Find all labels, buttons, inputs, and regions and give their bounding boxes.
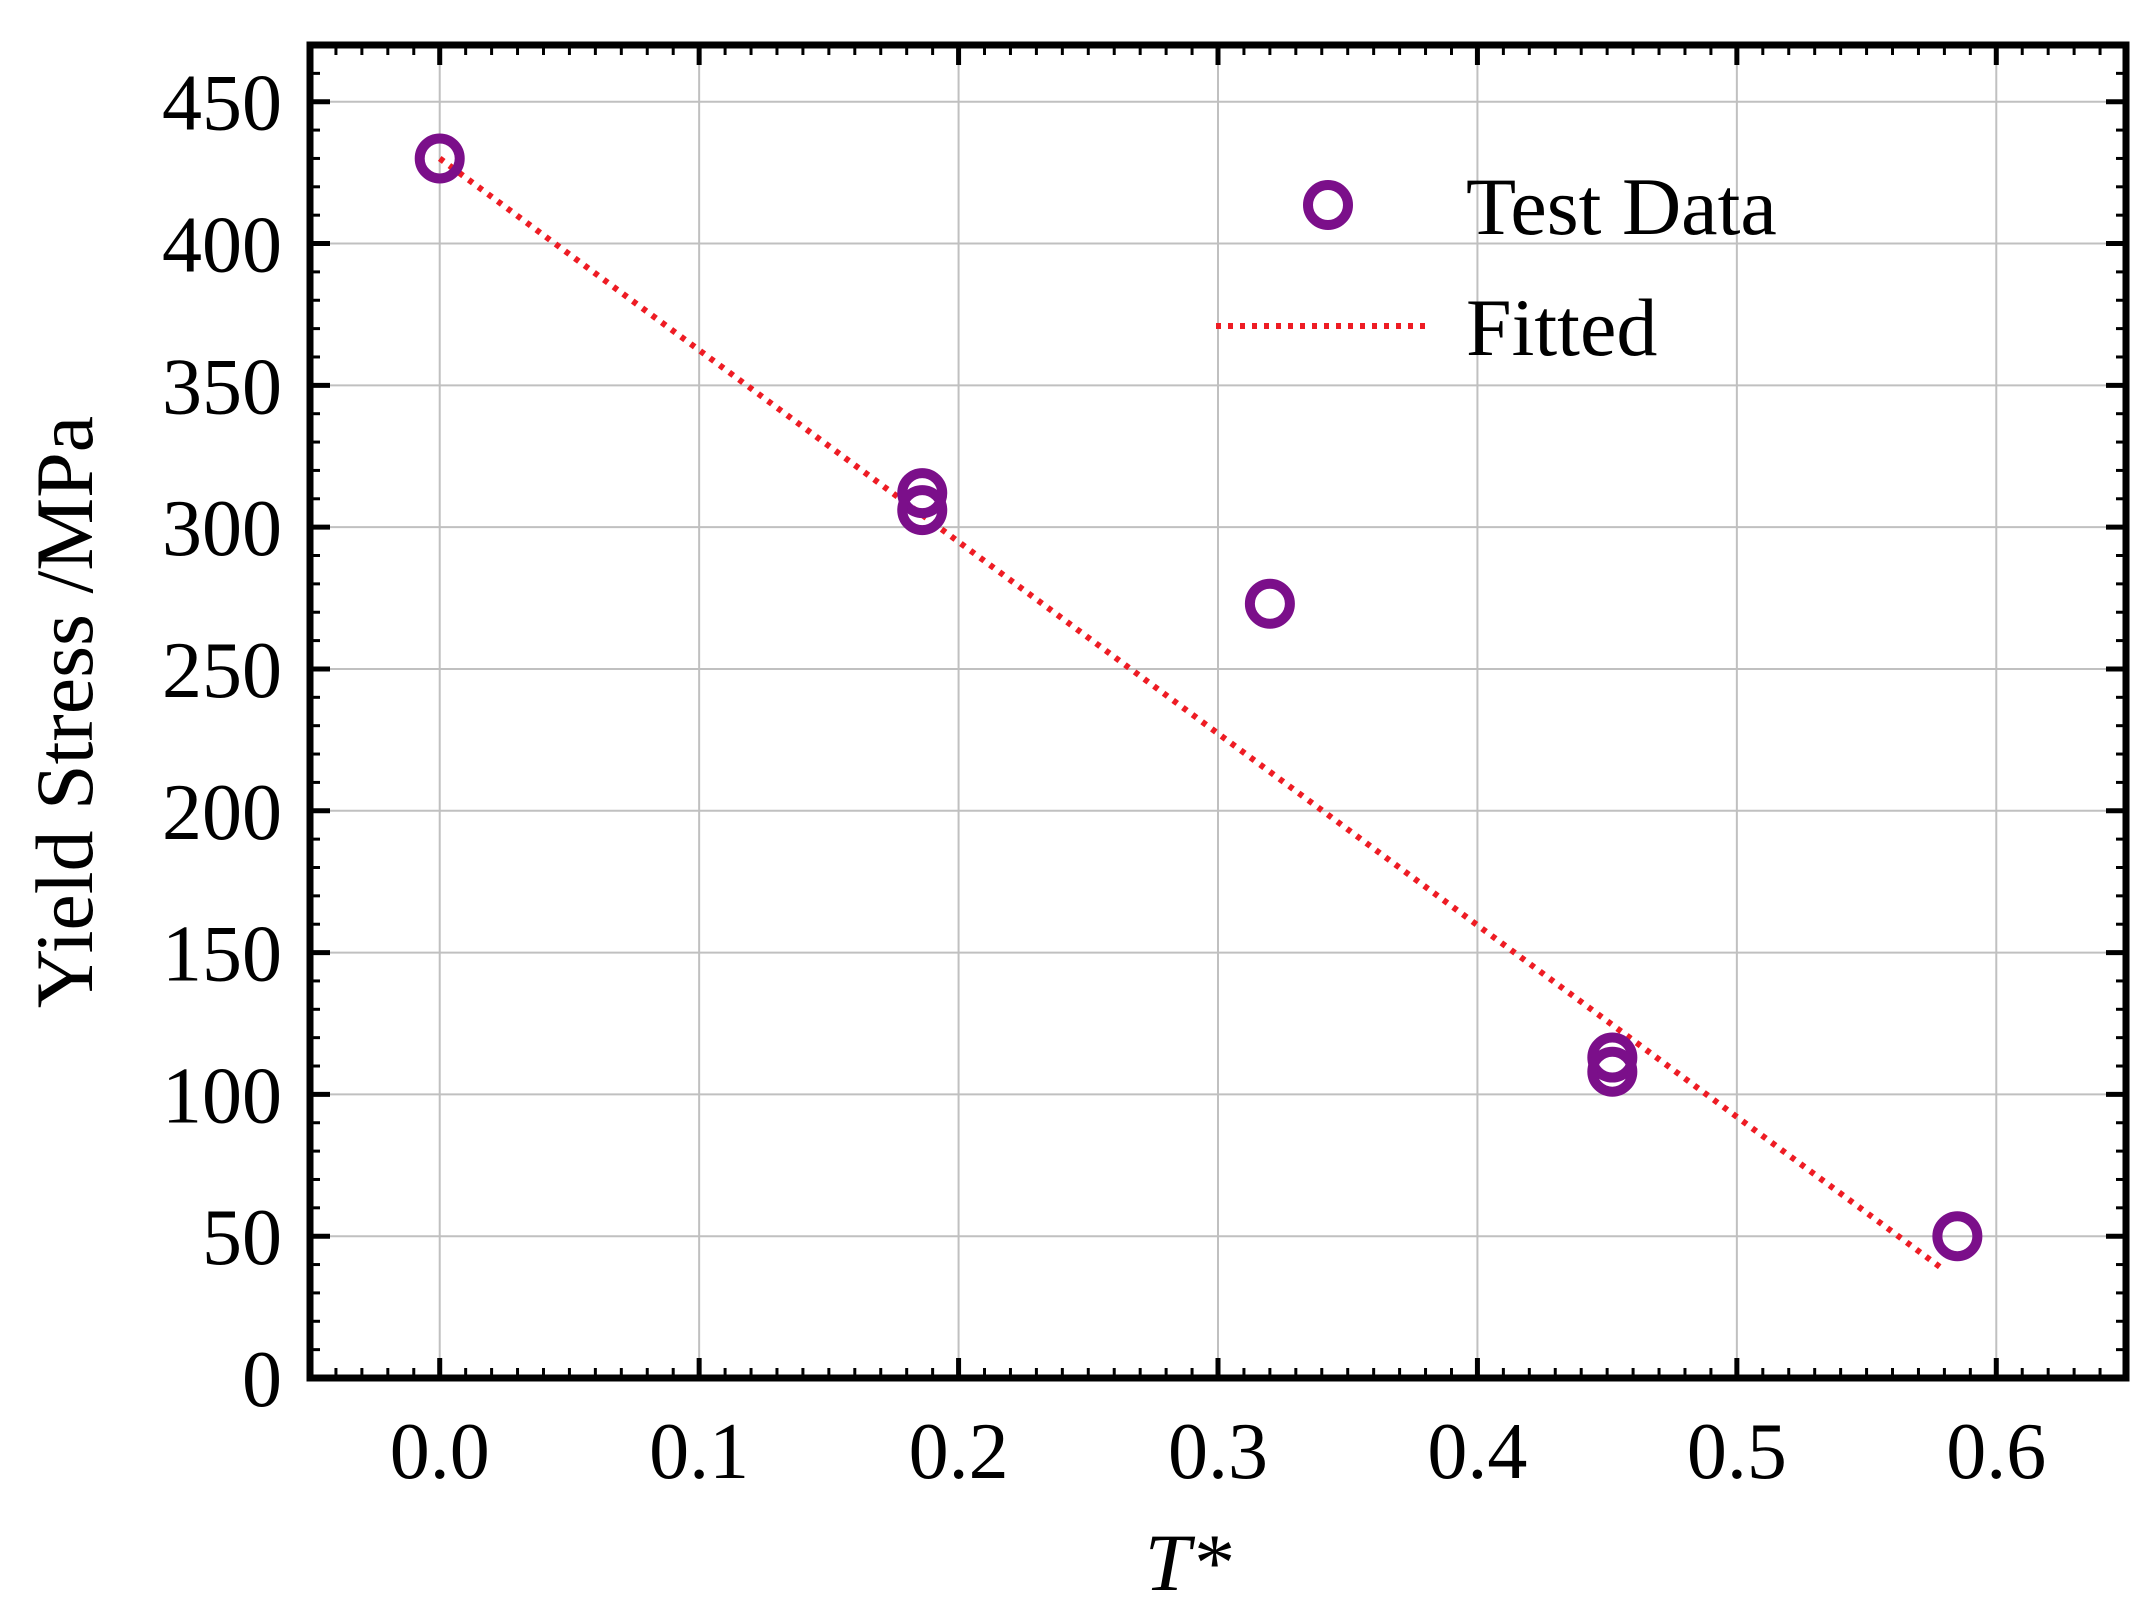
fitted-line: [437, 156, 1947, 1273]
y-tick-label: 450: [162, 60, 282, 148]
y-tick-label: 200: [162, 769, 282, 857]
y-tick-label: 150: [162, 911, 282, 999]
y-tick-label: 50: [202, 1194, 282, 1282]
y-tick-label: 350: [162, 343, 282, 431]
x-tick-label: 0.5: [1687, 1408, 1787, 1496]
x-axis-label: T*: [1145, 1517, 1232, 1608]
test-data-point: [897, 468, 948, 519]
data-points: [414, 133, 1983, 1262]
grid: [310, 45, 2126, 1379]
x-tick-label: 0.3: [1168, 1408, 1268, 1496]
y-tick-label: 400: [162, 202, 282, 290]
x-tick-label: 0.1: [649, 1408, 749, 1496]
test-data-point: [1244, 578, 1295, 629]
legend-label-test-data: Test Data: [1466, 161, 1777, 252]
y-tick-label: 0: [242, 1336, 282, 1424]
x-tick-label: 0.0: [390, 1408, 490, 1496]
x-tick-label: 0.6: [1946, 1408, 2046, 1496]
legend-label-fitted: Fitted: [1466, 282, 1657, 373]
plot-frame: [306, 41, 2130, 1382]
legend: Test Data Fitted: [1216, 161, 1777, 373]
test-data-point: [1932, 1211, 1983, 1262]
y-tick-label: 100: [162, 1052, 282, 1140]
tick-labels: 0.0 0.1 0.2 0.3 0.4 0.5 0.6 0 50 100 150 200 250 300 3…: [162, 60, 2046, 1496]
x-tick-label: 0.2: [909, 1408, 1009, 1496]
x-tick-label: 0.4: [1427, 1408, 1527, 1496]
legend-marker-test-data: [1303, 180, 1353, 230]
y-tick-label: 300: [162, 485, 282, 573]
y-tick-label: 250: [162, 627, 282, 715]
test-data-point: [1587, 1046, 1638, 1097]
test-data-point: [897, 485, 948, 536]
fitted-line-layer: [437, 156, 1947, 1273]
y-axis-label: Yield Stress /MPa: [19, 416, 110, 1008]
test-data-point: [414, 133, 465, 184]
